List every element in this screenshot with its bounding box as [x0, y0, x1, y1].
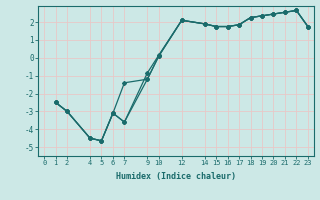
- X-axis label: Humidex (Indice chaleur): Humidex (Indice chaleur): [116, 172, 236, 181]
